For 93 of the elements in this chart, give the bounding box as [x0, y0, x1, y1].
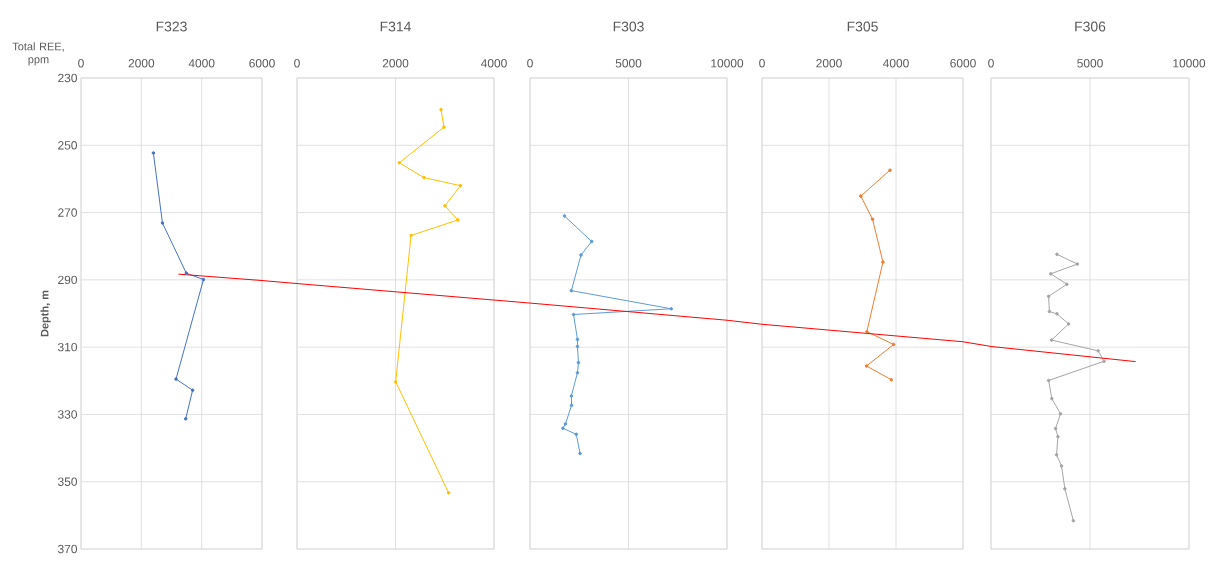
- point: [1058, 411, 1063, 416]
- x-tick-label: 2000: [128, 59, 155, 68]
- x-tick-label: 4000: [882, 59, 909, 68]
- point: [575, 344, 580, 349]
- point: [160, 221, 165, 225]
- x-tick-label: 5000: [615, 59, 642, 68]
- point: [864, 364, 869, 368]
- point: [569, 403, 574, 408]
- chart-title: F314: [380, 21, 411, 32]
- x-tick-label: 6000: [249, 59, 275, 68]
- point: [1056, 434, 1060, 439]
- point: [174, 377, 178, 381]
- point: [1053, 426, 1058, 431]
- x-tick-label: 4000: [188, 59, 215, 68]
- point: [579, 253, 583, 257]
- point: [446, 491, 451, 495]
- point: [578, 451, 582, 456]
- point: [575, 337, 580, 342]
- chart-title: F323: [156, 21, 187, 32]
- point: [1046, 378, 1051, 383]
- point: [561, 426, 565, 431]
- chart-title: F306: [1075, 21, 1106, 32]
- x-tick-label: 2000: [816, 59, 842, 68]
- point: [1075, 262, 1080, 266]
- x-tick-label: 10000: [1173, 59, 1206, 68]
- x-tick-label: 0: [294, 59, 300, 68]
- point: [1047, 309, 1052, 314]
- point: [1050, 396, 1054, 401]
- point: [1071, 518, 1076, 523]
- point: [576, 360, 581, 365]
- y-tick-label: 330: [57, 410, 78, 419]
- point: [589, 239, 594, 244]
- point: [563, 422, 568, 426]
- point: [870, 217, 875, 222]
- point: [1046, 294, 1051, 299]
- point: [443, 204, 447, 208]
- point: [1059, 464, 1064, 468]
- point: [190, 388, 195, 392]
- y-tick-label: 350: [57, 477, 78, 486]
- point: [571, 312, 576, 317]
- point: [889, 377, 894, 382]
- point: [458, 183, 463, 188]
- point: [865, 329, 869, 334]
- y-axis-title: Depth, m: [40, 290, 51, 337]
- x-tick-label: 6000: [950, 59, 976, 68]
- x-tick-label: 2000: [382, 59, 409, 68]
- x-tick-label: 0: [527, 59, 533, 68]
- point: [575, 370, 580, 375]
- point: [1096, 349, 1100, 353]
- point: [409, 233, 413, 238]
- point: [1049, 338, 1054, 342]
- y-tick-label: 270: [58, 208, 78, 217]
- x-tick-label: 4000: [480, 59, 507, 68]
- y-tick-label: 310: [57, 342, 78, 352]
- point: [183, 417, 188, 421]
- point: [442, 125, 446, 129]
- point: [891, 342, 896, 347]
- x-tick-label: 5000: [1077, 59, 1103, 68]
- point: [669, 307, 674, 311]
- point: [1049, 272, 1053, 276]
- point: [881, 260, 885, 264]
- point: [1055, 252, 1059, 257]
- point: [888, 168, 892, 172]
- point: [1102, 359, 1106, 364]
- y-tick-label: 370: [57, 544, 78, 554]
- x-tick-label: 10000: [711, 59, 744, 68]
- point: [201, 277, 206, 282]
- point: [1066, 322, 1071, 326]
- point: [562, 214, 567, 218]
- x-axis-title: Total REE, ppm: [12, 42, 64, 66]
- x-tick-label: 0: [988, 59, 994, 68]
- x-tick-label: 0: [78, 59, 84, 68]
- point: [1054, 453, 1059, 457]
- point: [456, 218, 460, 222]
- point: [422, 175, 426, 180]
- point: [397, 160, 402, 165]
- chart-title: F305: [847, 21, 878, 32]
- point: [859, 194, 863, 198]
- point: [184, 271, 189, 275]
- y-tick-label: 230: [58, 73, 78, 83]
- point: [151, 151, 156, 155]
- point: [393, 380, 398, 384]
- point: [1065, 282, 1069, 287]
- y-tick-label: 290: [58, 275, 78, 285]
- x-tick-label: 0: [759, 59, 765, 68]
- point: [1055, 312, 1059, 316]
- chart-title: F303: [613, 21, 644, 32]
- point: [1063, 486, 1067, 491]
- point: [569, 394, 574, 398]
- point: [569, 288, 574, 293]
- point: [574, 432, 579, 437]
- point: [439, 107, 443, 112]
- y-tick-label: 250: [58, 141, 78, 150]
